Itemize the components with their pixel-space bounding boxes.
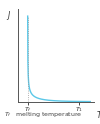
Text: $T$: $T$	[96, 109, 100, 120]
Text: $T_f$   melting temperature: $T_f$ melting temperature	[4, 110, 82, 119]
Text: $J$: $J$	[6, 9, 12, 22]
